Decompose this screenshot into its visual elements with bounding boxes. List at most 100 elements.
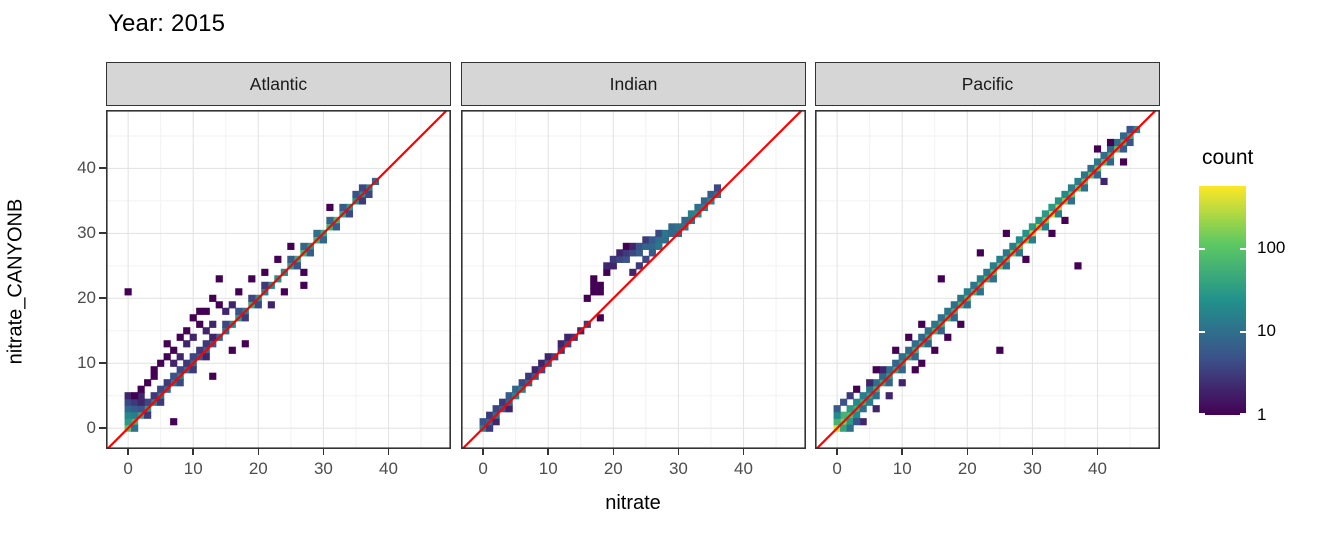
count-bin <box>261 268 269 276</box>
count-bin <box>254 301 262 309</box>
y-tick-mark <box>99 167 106 170</box>
count-bin <box>892 346 900 354</box>
count-bin <box>1126 138 1134 147</box>
count-bin <box>846 418 854 426</box>
count-bin <box>859 405 867 413</box>
count-bin <box>840 411 848 419</box>
panel-indian <box>461 110 806 449</box>
count-bin <box>1100 177 1108 186</box>
count-bin <box>222 320 230 328</box>
x-tick-label: 0 <box>123 459 133 478</box>
count-bin <box>293 262 301 270</box>
count-bin <box>215 301 223 309</box>
count-bin <box>1048 203 1056 211</box>
count-bin <box>131 424 139 432</box>
count-bin <box>287 242 295 250</box>
count-bin <box>1106 158 1115 166</box>
x-tick-label: 0 <box>478 459 488 478</box>
count-bin <box>596 281 604 289</box>
count-bin <box>319 236 327 244</box>
count-bin <box>1087 164 1095 173</box>
count-bin <box>989 262 997 270</box>
count-bin <box>287 255 295 263</box>
count-bin <box>1015 236 1023 244</box>
count-bin <box>505 405 513 413</box>
x-tick-mark <box>742 449 745 455</box>
count-bin <box>963 288 971 296</box>
count-bin <box>833 418 841 426</box>
count-bin <box>1100 151 1108 160</box>
x-tick-mark <box>677 449 680 455</box>
count-bin <box>687 210 696 218</box>
count-bin <box>499 398 507 406</box>
count-bin <box>918 320 926 328</box>
legend-tick-mark <box>1240 331 1246 334</box>
count-bin <box>905 346 913 354</box>
x-tick-label: 10 <box>183 459 203 478</box>
count-bin <box>479 418 487 426</box>
count-bin <box>124 405 132 413</box>
count-bin <box>590 275 598 283</box>
count-bin <box>629 268 637 276</box>
count-bin <box>202 340 210 348</box>
y-tick-mark <box>99 297 106 300</box>
count-bin <box>189 333 197 341</box>
count-bin <box>866 379 874 387</box>
x-tick-label: 10 <box>892 459 912 478</box>
count-bin <box>918 359 926 367</box>
count-bin <box>590 281 598 289</box>
count-bin <box>853 411 861 419</box>
count-bin <box>957 294 965 302</box>
count-bin <box>872 392 880 400</box>
count-bin <box>885 392 893 400</box>
count-bin <box>648 249 656 257</box>
count-bin <box>505 392 513 400</box>
count-bin <box>170 372 178 380</box>
count-bin <box>189 314 197 322</box>
x-tick-mark <box>966 449 969 455</box>
count-bin <box>1035 216 1043 224</box>
count-bin <box>176 353 184 361</box>
count-bin <box>1041 210 1050 218</box>
count-bin <box>944 307 952 315</box>
panel-pacific <box>815 110 1160 449</box>
identity-line <box>815 110 1157 449</box>
count-bin <box>937 314 945 322</box>
identity-line <box>106 110 448 449</box>
legend-tick-label-10: 10 <box>1257 321 1276 341</box>
count-bin <box>124 411 132 419</box>
x-tick-mark <box>257 449 260 455</box>
count-bin <box>306 249 314 257</box>
x-tick-label: 40 <box>379 459 398 478</box>
x-axis-title: nitrate <box>605 492 661 514</box>
count-bin <box>209 333 217 341</box>
count-bin <box>1106 138 1115 147</box>
count-bin <box>950 314 958 322</box>
count-bin <box>1054 197 1063 205</box>
panel-border <box>461 110 806 449</box>
count-bin <box>866 385 874 393</box>
count-bin <box>924 327 932 335</box>
count-bin <box>853 418 861 426</box>
count-bin <box>596 314 604 322</box>
y-axis-title: nitrate_CANYONB <box>4 198 27 365</box>
facet-label-indian: Indian <box>609 73 658 94</box>
facet-strip-atlantic: Atlantic <box>106 62 451 106</box>
legend-tick-mark <box>1199 331 1205 334</box>
x-tick-mark <box>127 449 129 455</box>
x-tick-label: 20 <box>603 459 623 478</box>
count-bin <box>1002 262 1010 270</box>
count-bin <box>1002 229 1010 237</box>
count-bin <box>872 405 880 413</box>
count-bin <box>898 379 906 387</box>
count-bin <box>352 190 360 199</box>
facet-label-atlantic: Atlantic <box>249 73 308 94</box>
count-bin <box>557 340 565 348</box>
count-bin <box>1022 255 1030 263</box>
x-tick-mark <box>1096 449 1099 455</box>
count-bin <box>1074 177 1082 186</box>
count-bin <box>1041 223 1050 231</box>
count-bin <box>525 372 533 380</box>
count-bin <box>183 340 191 348</box>
count-bin <box>1048 229 1056 237</box>
